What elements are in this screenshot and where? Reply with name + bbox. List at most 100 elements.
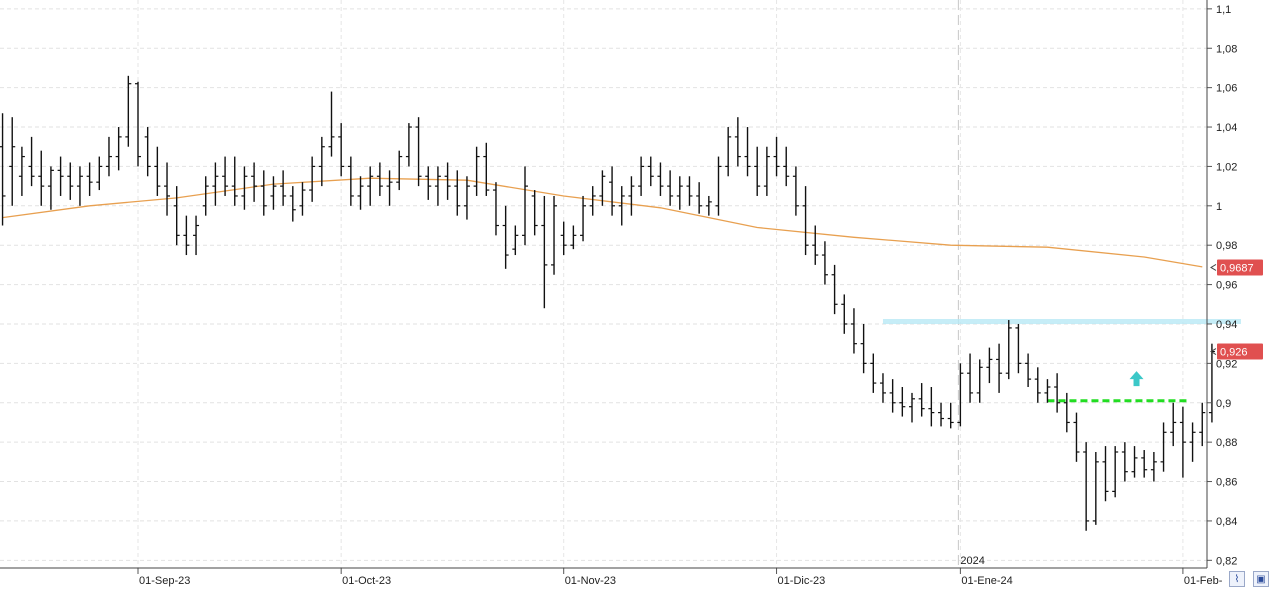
ohlc-bar — [193, 215, 200, 256]
ohlc-bar — [318, 136, 325, 187]
ohlc-bar — [957, 363, 964, 427]
ohlc-bar — [802, 186, 809, 256]
ohlc-bar — [105, 136, 112, 177]
ohlc-bar — [1073, 412, 1080, 462]
ohlc-bar — [212, 162, 219, 206]
ohlc-bar — [299, 182, 306, 216]
ohlc-bar — [289, 186, 296, 222]
save-disk-icon[interactable]: ▣ — [1253, 571, 1269, 587]
ohlc-bar — [647, 156, 654, 187]
ohlc-bar — [47, 166, 54, 210]
ohlc-bar — [1208, 343, 1215, 423]
ohlc-bar — [889, 379, 896, 413]
y-tick-label: 0,98 — [1216, 240, 1237, 252]
ohlc-bar — [260, 170, 267, 216]
resistance-band — [882, 319, 1241, 325]
ohlc-bar — [38, 150, 45, 206]
ohlc-bar — [1005, 320, 1012, 380]
ohlc-bar — [154, 146, 161, 196]
ohlc-bar — [841, 294, 848, 334]
ohlc-bar — [986, 347, 993, 384]
ohlc-bar — [164, 162, 171, 216]
ohlc-bar — [909, 392, 915, 423]
ohlc-bar — [144, 127, 151, 177]
ohlc-bar — [1092, 451, 1099, 525]
ohlc-bar — [125, 75, 132, 147]
ohlc-bar — [676, 176, 683, 210]
ohlc-bar — [173, 186, 180, 246]
ohlc-bar — [696, 182, 703, 214]
ohlc-bar — [754, 146, 761, 196]
ohlc-bar — [522, 166, 528, 246]
ohlc-bar — [773, 136, 780, 177]
ohlc-bar — [783, 146, 790, 187]
ohlc-bar — [812, 225, 819, 265]
ohlc-bar — [918, 383, 925, 417]
y-tick-label: 1,04 — [1216, 122, 1237, 134]
ohlc-bar — [57, 156, 64, 196]
ohlc-bar — [309, 156, 316, 202]
ohlc-bar — [367, 166, 374, 206]
x-tick-label: 01-Dic-23 — [778, 575, 826, 587]
ohlc-bar — [1170, 402, 1177, 447]
ohlc-bar — [551, 195, 558, 275]
y-tick-label: 0,92 — [1216, 358, 1237, 370]
ohlc-bar — [280, 170, 287, 206]
ohlc-bar — [763, 146, 770, 196]
ohlc-bar — [28, 136, 35, 187]
ohlc-bar — [1102, 446, 1109, 502]
ohlc-bar — [502, 205, 509, 269]
ohlc-bar — [357, 176, 364, 210]
ohlc-bar — [473, 146, 480, 196]
ohlc-bar — [705, 195, 712, 216]
ohlc-bar — [202, 176, 209, 216]
ohlc-bar — [792, 166, 799, 216]
ohlc-bar — [1034, 367, 1041, 403]
ohlc-bar — [531, 190, 538, 236]
ohlc-bar — [541, 195, 548, 309]
ohlc-bar — [415, 117, 422, 187]
ohlc-bar — [396, 150, 403, 191]
price-badge-label: 0,926 — [1220, 347, 1248, 359]
ohlc-bar — [463, 176, 470, 220]
y-tick-label: 1,02 — [1216, 161, 1237, 173]
ohlc-bar — [183, 215, 190, 256]
ohlc-bar — [425, 166, 432, 200]
y-tick-label: 0,94 — [1216, 319, 1237, 331]
ohlc-bar — [850, 308, 857, 354]
ohlc-bar — [241, 166, 248, 210]
ohlc-bar — [686, 176, 693, 206]
y-tick-label: 1,1 — [1216, 4, 1231, 16]
y-tick-label: 0,96 — [1216, 280, 1237, 292]
axes: 1,1 1,08 1,06 1,04 1,02 1 0,98 0,96 0,94 0,92 0,9 0… — [0, 0, 1237, 587]
zoom-chart-icon[interactable]: ⌇ — [1229, 571, 1245, 587]
x-tick-label: 01-Sep-23 — [139, 575, 190, 587]
ohlc-bar — [938, 402, 945, 427]
ohlc-bar — [1160, 422, 1167, 472]
price-badge: 0,926 — [1210, 343, 1263, 360]
ohlc-bar — [1063, 392, 1070, 433]
ohlc-bar — [270, 176, 277, 210]
ohlc-bar — [967, 353, 974, 403]
ohlc-bar — [376, 162, 383, 196]
ohlc-bar — [870, 353, 877, 393]
ohlc-bar — [135, 81, 141, 167]
ohlc-bar — [879, 373, 886, 403]
ohlc-bar — [1121, 442, 1128, 482]
y-tick-label: 0,82 — [1216, 555, 1237, 567]
x-tick-label: 01-Feb- — [1184, 575, 1223, 587]
ohlc-bar — [1199, 402, 1206, 447]
ohlc-bar — [899, 387, 906, 417]
ohlc-bar — [9, 117, 16, 206]
ohlc-bar — [609, 166, 616, 216]
ohlc-bar — [444, 162, 451, 200]
ohlc-bar — [715, 156, 722, 216]
ohlc-bar — [928, 387, 935, 427]
ohlc-bar — [454, 170, 461, 216]
ohlc-bar — [96, 156, 103, 191]
ohlc-bar — [434, 166, 441, 206]
ohlc-bar — [1141, 450, 1148, 478]
y-tick-label: 1 — [1216, 201, 1222, 213]
